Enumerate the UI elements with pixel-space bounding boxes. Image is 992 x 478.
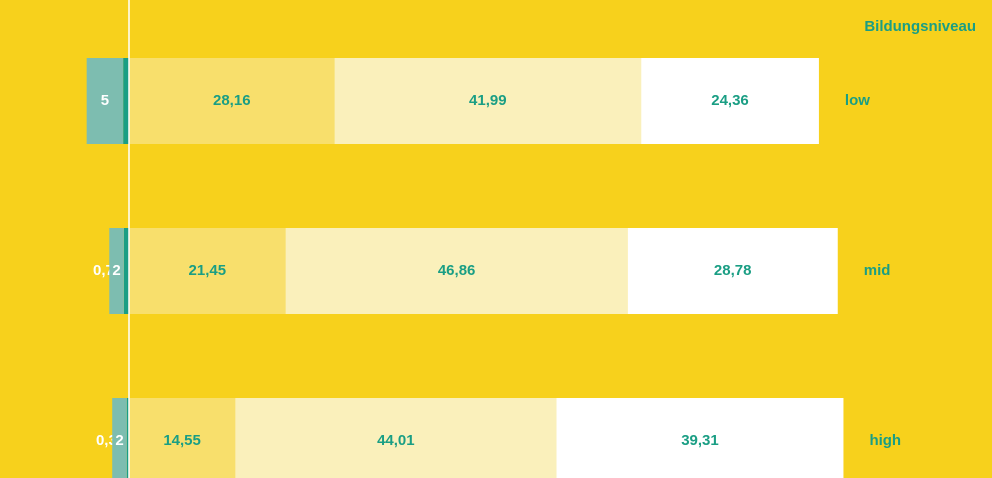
value-label: 21,45 (189, 262, 227, 279)
bar-segment (109, 228, 124, 314)
value-label: 0,3 (96, 432, 117, 449)
bar-segment (112, 398, 127, 478)
value-label: 28,78 (714, 262, 752, 279)
value-label: 14,55 (163, 432, 201, 449)
category-label: high (869, 432, 901, 449)
bar-segment (126, 398, 129, 478)
bar-segment (627, 228, 838, 314)
value-label: 44,01 (377, 432, 415, 449)
bar-segment (123, 228, 129, 314)
value-label: 0,7 (93, 262, 114, 279)
value-label: 39,31 (681, 432, 719, 449)
bar-segment (129, 228, 286, 314)
bar-segment (129, 398, 236, 478)
value-label: 46,86 (438, 262, 476, 279)
value-label: 2 (115, 432, 123, 449)
bar-segment (285, 228, 628, 314)
value-label: 2 (112, 262, 120, 279)
value-label: 5 (101, 92, 109, 109)
value-label: 28,16 (213, 92, 251, 109)
category-label: mid (864, 262, 891, 279)
legend-title: Bildungsniveau (864, 18, 976, 35)
bar-segment (641, 58, 819, 144)
bar-segment (129, 58, 335, 144)
bar-segment (334, 58, 642, 144)
category-label: low (845, 92, 870, 109)
bar-segment (235, 398, 557, 478)
bar-segment (123, 58, 129, 144)
value-label: 24,36 (711, 92, 749, 109)
value-label: 41,99 (469, 92, 507, 109)
bar-segment (86, 58, 124, 144)
bar-segment (556, 398, 844, 478)
